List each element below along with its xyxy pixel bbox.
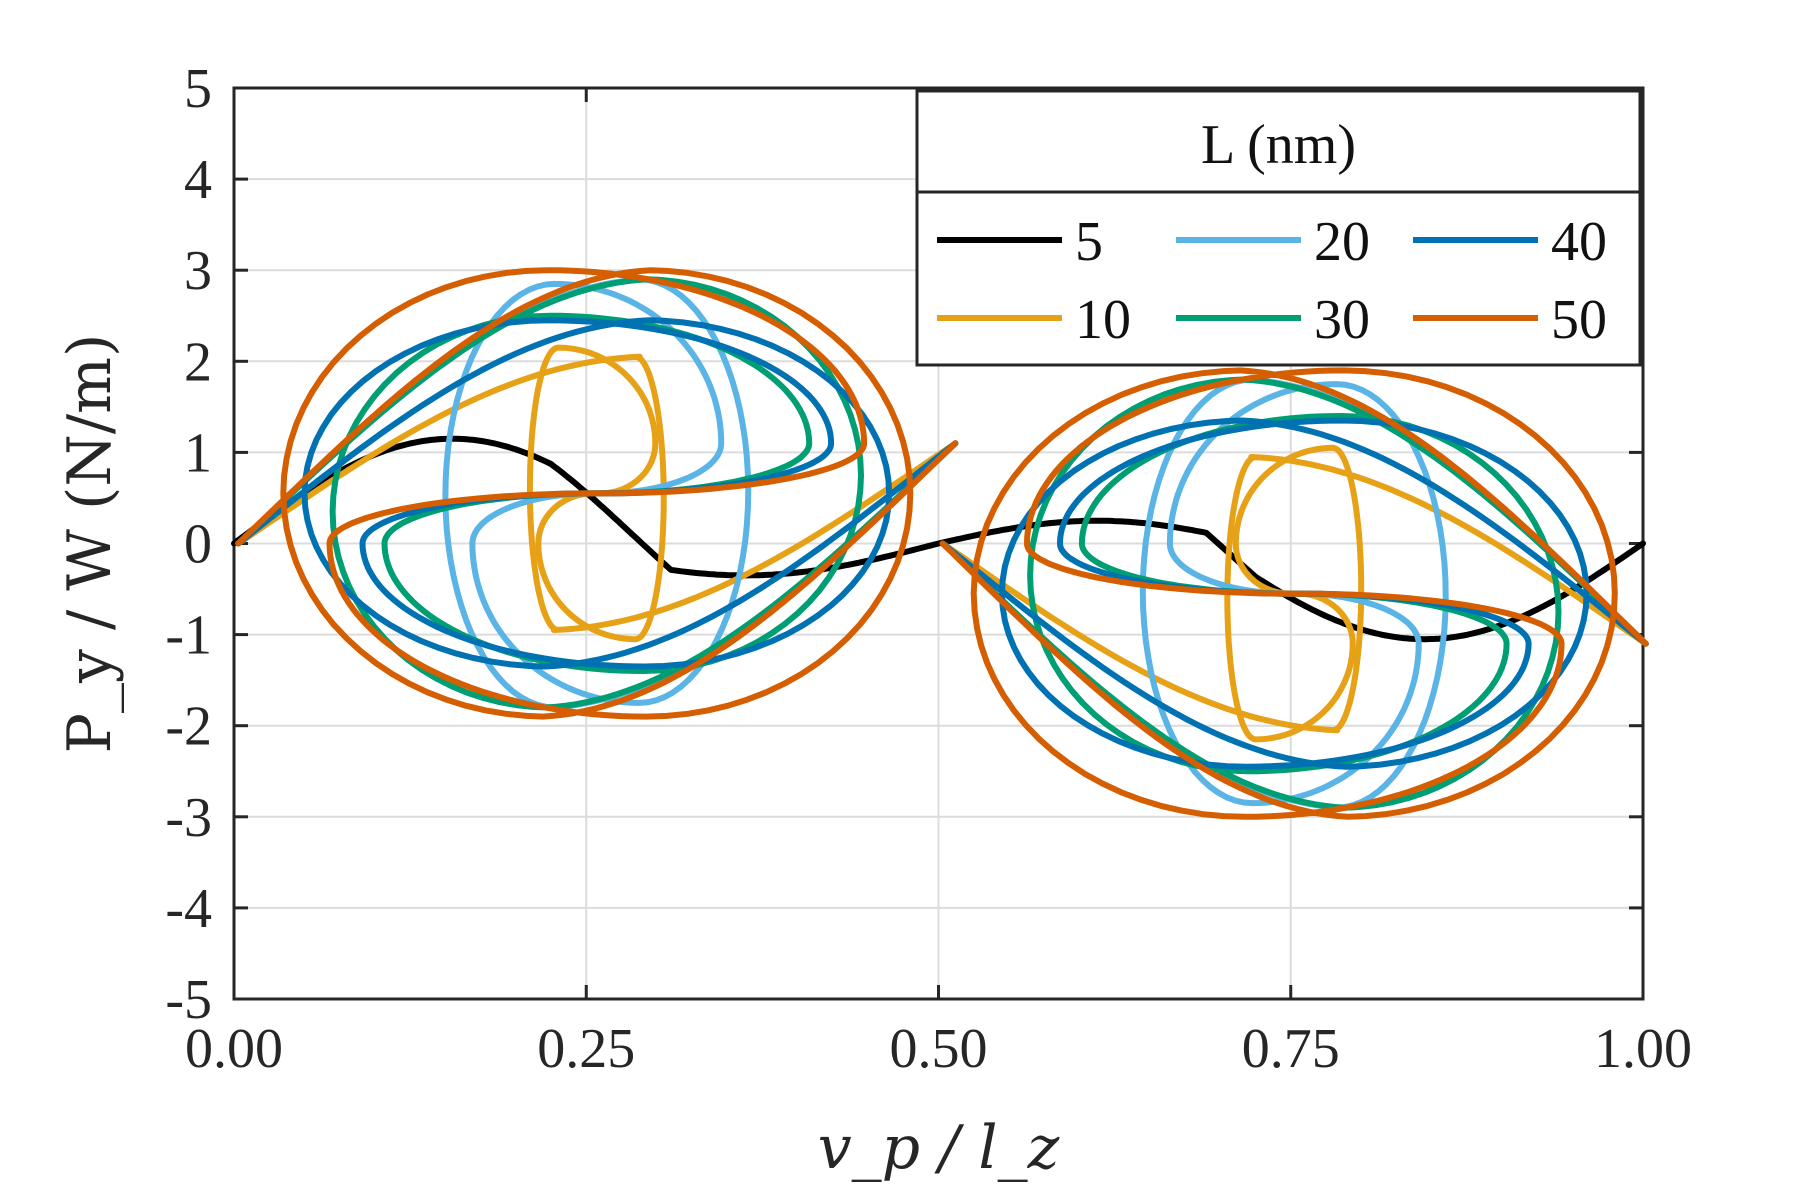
- x-tick-label-2: 0.50: [890, 1018, 988, 1080]
- y-tick-label-6: -1: [165, 605, 212, 667]
- x-axis-label: v_p / l_z: [818, 1113, 1060, 1183]
- y-tick-label-4: 1: [184, 422, 212, 484]
- x-tick-label-4: 1.00: [1594, 1018, 1692, 1080]
- series-5: [231, 435, 1646, 643]
- x-tick-labels: 0.00 0.25 0.50 0.75 1.00: [185, 1018, 1692, 1080]
- legend-item-10: 10: [937, 289, 1131, 351]
- x-tick-label-0: 0.00: [185, 1018, 283, 1080]
- y-tick-label-2: 3: [184, 240, 212, 302]
- legend-label-20: 20: [1314, 211, 1370, 273]
- legend-item-20: 20: [1176, 211, 1370, 273]
- legend-item-30: 30: [1176, 289, 1370, 351]
- legend-label-50: 50: [1551, 289, 1607, 351]
- y-tick-label-0: 5: [184, 58, 212, 120]
- y-tick-labels: 5 4 3 2 1 0 -1 -2 -3 -4 -5: [165, 58, 212, 1031]
- y-tick-label-9: -4: [165, 878, 212, 940]
- y-tick-label-10: -5: [165, 969, 212, 1031]
- y-tick-label-8: -3: [165, 787, 212, 849]
- legend-label-10: 10: [1075, 289, 1131, 351]
- legend-entries: 5 10 20 30 40 50: [937, 211, 1607, 351]
- y-tick-label-7: -2: [165, 696, 212, 758]
- legend: L (nm) 5 10 20 30 40 50: [915, 89, 1642, 367]
- x-tick-label-3: 0.75: [1242, 1018, 1340, 1080]
- y-tick-label-3: 2: [184, 331, 212, 393]
- series-loop-50-1: [235, 267, 959, 720]
- legend-title: L (nm): [1201, 114, 1356, 176]
- y-tick-label-1: 4: [184, 149, 212, 211]
- y-tick-label-5: 0: [184, 514, 212, 576]
- legend-item-50: 50: [1413, 289, 1607, 351]
- legend-label-30: 30: [1314, 289, 1370, 351]
- series-loop-50-2: [939, 367, 1649, 820]
- legend-item-5: 5: [937, 211, 1103, 273]
- y-axis-label: P_y / W (N/m): [55, 334, 125, 754]
- x-tick-label-1: 0.25: [537, 1018, 635, 1080]
- series-50: [235, 267, 1649, 820]
- legend-item-40: 40: [1413, 211, 1607, 273]
- series-group: [231, 267, 1649, 820]
- legend-label-5: 5: [1075, 211, 1103, 273]
- series-line-5: [231, 435, 1646, 643]
- legend-label-40: 40: [1551, 211, 1607, 273]
